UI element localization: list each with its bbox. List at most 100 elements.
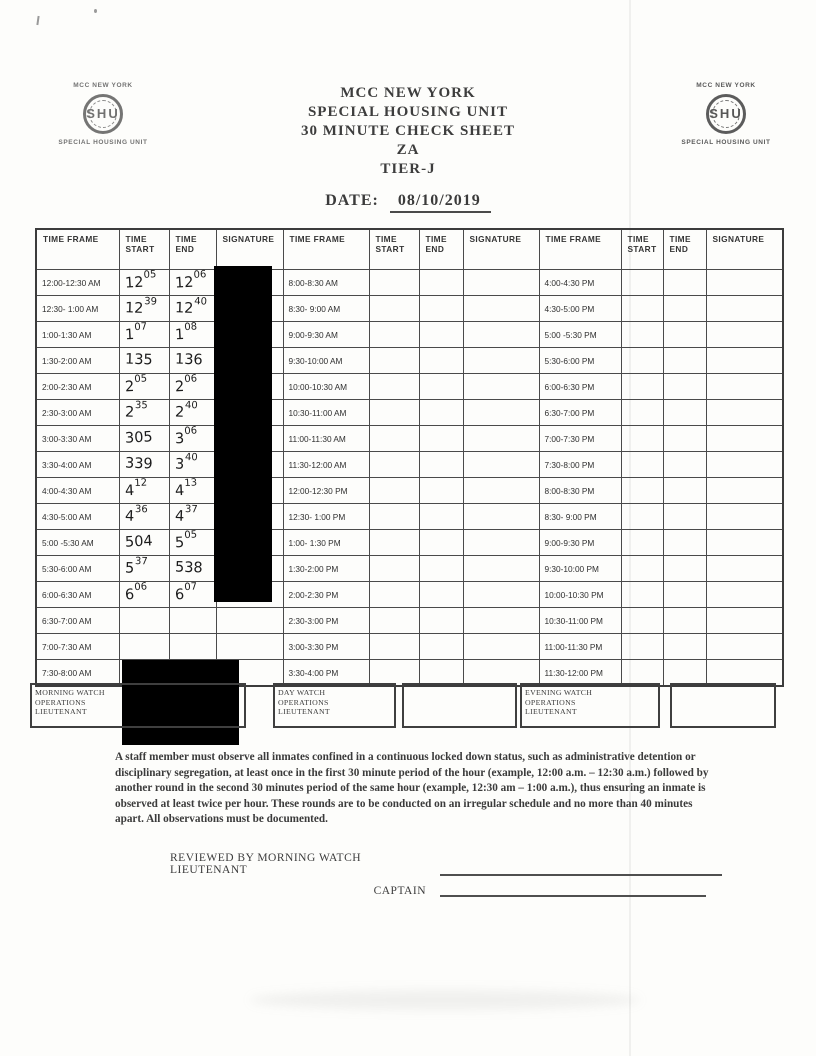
evening-watch-box: EVENING WATCH OPERATIONS LIEUTENANT — [520, 683, 660, 728]
time-start-cell — [368, 373, 420, 400]
column-header: TIME FRAME — [35, 228, 120, 270]
time-end-cell: 240 — [168, 399, 217, 426]
table-row: 2:30-3:00 AM 235 240 10:30-11:00 AM 6:30-7:0… — [35, 399, 784, 426]
time-end-cell — [662, 607, 707, 634]
time-frame-cell: 1:30-2:00 PM — [282, 555, 370, 582]
time-frame-cell: 5:00 -5:30 PM — [538, 321, 622, 348]
date-label: DATE: — [325, 192, 379, 209]
time-frame-cell: 6:00-6:30 AM — [35, 581, 120, 608]
column-header: SIGNATURE — [215, 228, 284, 270]
time-frame-cell: 6:30-7:00 AM — [35, 607, 120, 634]
time-end-cell: 437 — [168, 503, 217, 530]
time-frame-cell: 2:00-2:30 PM — [282, 581, 370, 608]
handwritten-time: 1206 — [174, 268, 207, 292]
time-end-cell — [662, 659, 707, 687]
title-line: SPECIAL HOUSING UNIT — [307, 104, 509, 120]
time-start-cell — [620, 607, 664, 634]
handwritten-time: 607 — [174, 580, 197, 603]
signature-cell — [462, 451, 540, 478]
time-end-cell: 505 — [168, 529, 217, 556]
time-start-cell: 504 — [118, 529, 170, 556]
signature-cell — [462, 477, 540, 504]
time-end-cell: 538 — [168, 555, 217, 582]
time-start-cell: 305 — [118, 425, 170, 452]
time-start-cell: 537 — [118, 555, 170, 582]
time-end-cell — [418, 399, 464, 426]
time-end-cell — [662, 347, 707, 374]
day-watch-label: DAY WATCH OPERATIONS LIEUTENANT — [278, 688, 330, 716]
handwritten-time: 504 — [124, 532, 153, 551]
time-start-cell — [620, 477, 664, 504]
time-start-cell — [368, 269, 420, 296]
time-end-cell: 108 — [168, 320, 217, 348]
signature-cell — [705, 529, 784, 556]
signature-cell — [705, 321, 784, 348]
scan-speck — [94, 9, 97, 13]
time-end-cell — [168, 607, 217, 634]
signature-cell — [462, 321, 540, 348]
handwritten-time: 340 — [174, 451, 198, 473]
seal-letters: SHU — [86, 106, 120, 122]
title-line: TIER-J — [380, 161, 436, 177]
time-start-cell — [620, 451, 664, 478]
column-header: TIME START — [620, 228, 664, 270]
seal-inner-ring — [712, 100, 740, 128]
time-end-cell — [662, 451, 707, 478]
time-end-cell: 1240 — [168, 295, 217, 322]
time-frame-cell: 11:00-11:30 PM — [538, 633, 622, 660]
handwritten-time: 108 — [174, 320, 197, 343]
time-start-cell — [368, 607, 420, 634]
signature-cell — [462, 425, 540, 452]
reviewed-by-label: REVIEWED BY MORNING WATCH LIEUTENANT — [170, 852, 362, 876]
time-start-cell — [368, 529, 420, 556]
time-start-cell — [368, 451, 420, 478]
time-end-cell — [418, 555, 464, 582]
time-end-cell — [418, 529, 464, 556]
time-frame-cell: 10:30-11:00 PM — [538, 607, 622, 634]
time-frame-cell: 6:00-6:30 PM — [538, 373, 622, 400]
time-frame-cell: 2:00-2:30 AM — [35, 373, 120, 400]
time-start-cell — [620, 399, 664, 426]
time-start-cell — [118, 607, 170, 634]
time-end-cell — [418, 581, 464, 608]
table-row: 1:30-2:00 AM 135 136 9:30-10:00 AM 5:30-6:00… — [35, 347, 784, 374]
signature-cell — [462, 555, 540, 582]
table-row: 1:00-1:30 AM 107 108 9:00-9:30 AM 5:00 -5:30… — [35, 320, 784, 348]
handwritten-time: 436 — [124, 503, 148, 525]
time-end-cell — [662, 373, 707, 400]
reviewed-by-signature-line — [440, 860, 722, 876]
time-frame-cell: 8:30- 9:00 AM — [282, 295, 370, 322]
signature-cell — [705, 477, 784, 504]
time-start-cell: 412 — [118, 477, 170, 504]
time-end-cell — [662, 529, 707, 556]
handwritten-time: 135 — [124, 351, 153, 368]
time-frame-cell: 8:30- 9:00 PM — [538, 503, 622, 530]
seal-top-text: MCC NEW YORK — [696, 82, 756, 89]
time-frame-cell: 1:00- 1:30 PM — [282, 529, 370, 556]
time-frame-cell: 2:30-3:00 PM — [282, 607, 370, 634]
column-header: TIME START — [368, 228, 420, 270]
time-frame-cell: 12:30- 1:00 AM — [35, 295, 120, 322]
time-frame-cell: 3:00-3:30 PM — [282, 633, 370, 660]
time-end-cell — [418, 425, 464, 452]
signature-cell — [705, 555, 784, 582]
handwritten-time: 437 — [174, 503, 198, 525]
handwritten-time: 240 — [174, 399, 198, 421]
handwritten-time: 305 — [124, 428, 153, 447]
time-end-cell: 340 — [168, 451, 217, 478]
scan-speck — [36, 15, 40, 26]
handwritten-time: 136 — [174, 351, 203, 368]
time-frame-cell: 9:30-10:00 PM — [538, 555, 622, 582]
handwritten-time: 206 — [174, 372, 197, 395]
handwritten-time: 413 — [174, 476, 197, 499]
time-frame-cell: 8:00-8:30 PM — [538, 477, 622, 504]
captain-row: CAPTAIN — [170, 881, 706, 897]
signature-cell — [705, 399, 784, 426]
morning-watch-label: MORNING WATCH OPERATIONS LIEUTENANT — [35, 688, 105, 716]
time-frame-cell: 12:00-12:30 AM — [35, 269, 120, 296]
time-end-cell — [418, 451, 464, 478]
shu-seal-icon: SHU — [83, 94, 123, 134]
column-header: TIME START — [118, 228, 170, 270]
time-frame-cell: 12:00-12:30 PM — [282, 477, 370, 504]
column-header: SIGNATURE — [705, 228, 784, 270]
